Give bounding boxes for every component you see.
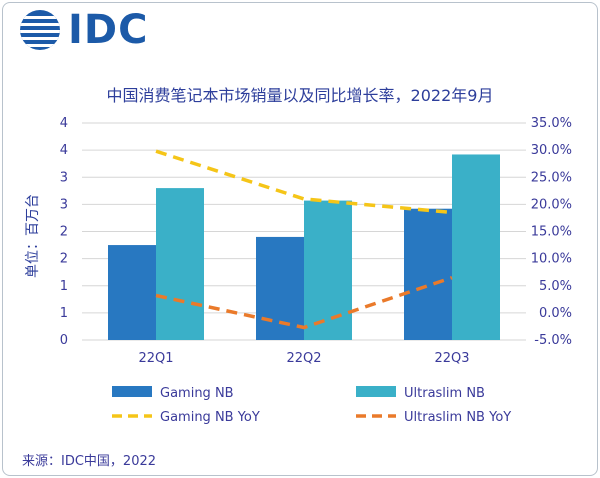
idc-logo: IDC bbox=[18, 8, 148, 52]
bar-ultraslim-nb bbox=[156, 188, 204, 340]
y-left-tick-label: 4 bbox=[60, 143, 68, 158]
category-label: 22Q2 bbox=[286, 351, 321, 366]
source-note: 来源：IDC中国，2022 bbox=[22, 454, 157, 469]
bar-gaming-nb bbox=[108, 245, 156, 340]
y-right-tick-label: 5.0% bbox=[539, 279, 572, 294]
y-right-tick-label: 35.0% bbox=[531, 116, 572, 131]
line-gaming-nb-yoy bbox=[155, 149, 453, 215]
y-right-tick-label: 20.0% bbox=[531, 197, 572, 212]
legend-label-gaming-nb: Gaming NB bbox=[160, 386, 234, 401]
y-left-tick-label: 3 bbox=[60, 170, 68, 185]
bar-gaming-nb bbox=[404, 208, 452, 340]
y-left-tick-label: 1 bbox=[60, 279, 68, 294]
chart-title: 中国消费笔记本市场销量以及同比增长率，2022年9月 bbox=[106, 86, 494, 105]
legend-swatch-gaming-nb bbox=[112, 386, 152, 397]
y-left-tick-label: 2 bbox=[60, 225, 68, 240]
y-right-tick-label: 30.0% bbox=[531, 143, 572, 158]
y-right-tick-label: 10.0% bbox=[531, 252, 572, 267]
category-label: 22Q3 bbox=[434, 351, 469, 366]
y-left-tick-label: 3 bbox=[60, 197, 68, 212]
legend-label-ultraslim-nb: Ultraslim NB bbox=[404, 386, 485, 401]
y-right-tick-label: 0.0% bbox=[539, 306, 572, 321]
y-right-tick-label: 15.0% bbox=[531, 225, 572, 240]
legend-swatch-ultraslim-nb bbox=[356, 386, 396, 397]
y-right-tick-label: 25.0% bbox=[531, 170, 572, 185]
legend-label-gaming-nb-yoy: Gaming NB YoY bbox=[160, 410, 260, 425]
globe-icon bbox=[20, 10, 60, 50]
category-label: 22Q1 bbox=[138, 351, 173, 366]
bar-ultraslim-nb bbox=[452, 154, 500, 340]
line-ultraslim-nb-yoy bbox=[155, 275, 453, 330]
bar-gaming-nb bbox=[256, 236, 304, 340]
y-left-tick-label: 2 bbox=[60, 252, 68, 267]
y-left-tick-label: 0 bbox=[60, 333, 68, 348]
y-left-tick-label: 1 bbox=[60, 306, 68, 321]
y-left-tick-label: 4 bbox=[60, 116, 68, 131]
y-right-tick-label: -5.0% bbox=[534, 333, 572, 348]
legend-label-ultraslim-nb-yoy: Ultraslim NB YoY bbox=[404, 410, 511, 425]
logo-text: IDC bbox=[68, 7, 149, 53]
bar-ultraslim-nb bbox=[304, 200, 352, 340]
